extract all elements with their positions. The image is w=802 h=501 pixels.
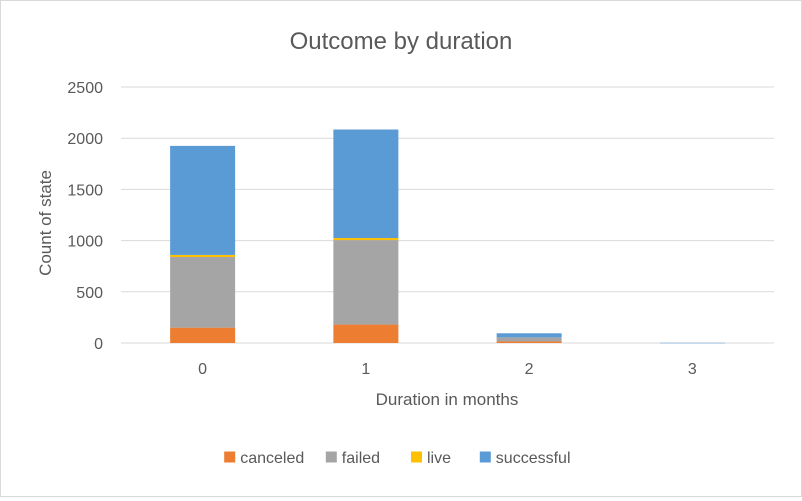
legend-swatch-successful xyxy=(479,451,491,463)
bar-live-1 xyxy=(333,238,399,241)
bar-successful-2 xyxy=(496,333,562,338)
legend-item-successful: successful xyxy=(479,450,571,467)
bar-canceled-1 xyxy=(333,324,399,343)
y-tick-label: 500 xyxy=(76,285,103,302)
bar-failed-1 xyxy=(333,240,399,325)
y-tick-label: 2000 xyxy=(67,131,103,148)
y-tick-label: 1500 xyxy=(67,182,103,199)
legend-swatch-canceled xyxy=(224,451,236,463)
y-tick-label: 0 xyxy=(94,336,103,353)
legend-label-failed: failed xyxy=(342,450,380,467)
legend-label-canceled: canceled xyxy=(240,450,304,467)
legend-label-live: live xyxy=(427,450,451,467)
x-axis-label: Duration in months xyxy=(376,390,519,409)
legend-swatch-failed xyxy=(325,451,337,463)
legend-item-live: live xyxy=(411,450,451,467)
bar-failed-2 xyxy=(496,337,562,342)
legend: canceled failed live successful xyxy=(224,450,571,467)
y-tick-labels: 0 500 1000 1500 2000 2500 xyxy=(67,80,103,353)
bars xyxy=(170,129,725,344)
bar-successful-3 xyxy=(659,342,725,344)
bar-canceled-0 xyxy=(170,327,236,343)
x-tick-labels: 0 1 2 3 xyxy=(198,361,697,378)
chart-title: Outcome by duration xyxy=(290,28,513,55)
legend-label-successful: successful xyxy=(496,450,571,467)
legend-item-canceled: canceled xyxy=(224,450,304,467)
bar-successful-1 xyxy=(333,129,399,239)
x-tick-label: 1 xyxy=(361,361,370,378)
y-tick-label: 1000 xyxy=(67,234,103,251)
bar-canceled-2 xyxy=(496,341,562,343)
x-tick-label: 3 xyxy=(688,361,697,378)
legend-item-failed: failed xyxy=(325,450,380,467)
y-tick-label: 2500 xyxy=(67,80,103,97)
bar-successful-0 xyxy=(170,145,236,255)
x-tick-label: 0 xyxy=(198,361,207,378)
bar-live-0 xyxy=(170,254,236,257)
legend-swatch-live xyxy=(411,451,422,463)
bar-failed-0 xyxy=(170,256,236,328)
x-tick-label: 2 xyxy=(525,361,534,378)
y-axis-label: Count of state xyxy=(36,170,55,276)
